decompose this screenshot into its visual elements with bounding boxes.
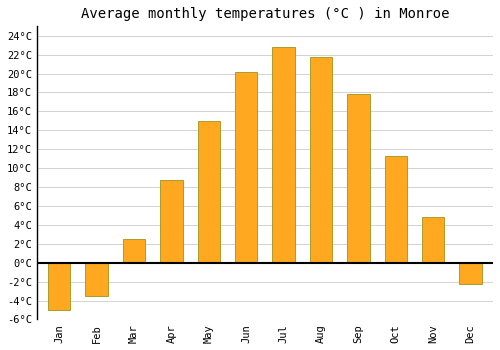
Bar	[422, 217, 444, 263]
Bar	[235, 72, 258, 263]
Bar	[160, 181, 182, 263]
Bar	[310, 57, 332, 263]
Bar	[48, 263, 70, 310]
Bar	[123, 239, 146, 263]
Title: Average monthly temperatures (°C ) in Monroe: Average monthly temperatures (°C ) in Mo…	[80, 7, 449, 21]
Bar	[384, 156, 407, 263]
Bar	[86, 263, 108, 296]
Bar	[198, 121, 220, 263]
Bar	[272, 47, 295, 263]
Bar	[460, 263, 482, 284]
Bar	[347, 94, 370, 263]
